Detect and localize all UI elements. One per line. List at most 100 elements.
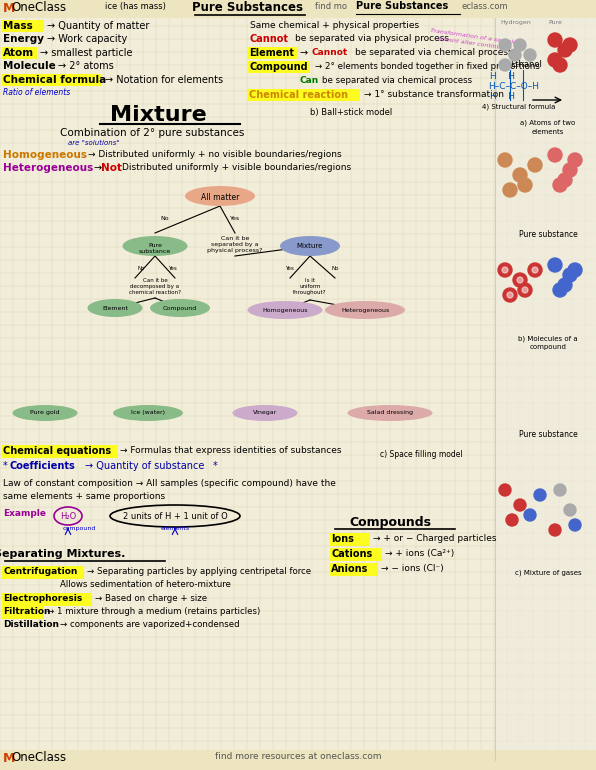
Text: Salad dressing: Salad dressing [367, 410, 413, 415]
Circle shape [548, 258, 562, 272]
Bar [0, 0, 596, 18]
Text: Anions: Anions [331, 564, 368, 574]
Text: Chemical formula: Chemical formula [3, 75, 106, 85]
Text: Compounds: Compounds [349, 516, 431, 529]
Text: → 1 mixture through a medium (retains particles): → 1 mixture through a medium (retains pa… [47, 607, 260, 616]
Circle shape [534, 489, 546, 501]
Bar [2, 606, 44, 619]
Circle shape [499, 59, 511, 71]
Circle shape [548, 148, 562, 162]
Text: → Work capacity: → Work capacity [47, 34, 128, 44]
Text: elements: elements [160, 526, 190, 531]
Circle shape [558, 43, 572, 57]
Text: a) Atoms of two: a) Atoms of two [520, 120, 576, 126]
Text: same elements + same proportions: same elements + same proportions [3, 492, 165, 501]
Text: Example: Example [3, 509, 46, 518]
Circle shape [563, 268, 577, 282]
Circle shape [549, 524, 561, 536]
Text: Yes: Yes [285, 266, 294, 271]
Text: be separated via chemical process: be separated via chemical process [355, 48, 513, 57]
Text: Mass: Mass [3, 21, 33, 31]
Text: b) Ball+stick model: b) Ball+stick model [310, 108, 392, 117]
Circle shape [564, 504, 576, 516]
Text: Filtration: Filtration [3, 607, 51, 616]
Bar [248, 47, 298, 59]
Text: → Quantity of substance: → Quantity of substance [85, 461, 204, 471]
Ellipse shape [232, 405, 297, 421]
Text: → Distributed uniformly + no visible boundaries/regions: → Distributed uniformly + no visible bou… [88, 150, 342, 159]
Text: Cannot: Cannot [312, 48, 348, 57]
Text: Separating Mixtures.: Separating Mixtures. [0, 549, 126, 559]
Text: Ratio of elements: Ratio of elements [3, 88, 70, 97]
Text: c) Space filling model: c) Space filling model [380, 450, 462, 459]
Text: No: No [332, 266, 340, 271]
Circle shape [528, 263, 542, 277]
Text: Law of constant composition → All samples (specific compound) have the: Law of constant composition → All sample… [3, 479, 336, 488]
Circle shape [558, 278, 572, 292]
Circle shape [498, 153, 512, 167]
Text: Yes: Yes [230, 216, 240, 221]
Text: H    H: H H [490, 72, 515, 81]
Circle shape [563, 38, 577, 52]
Ellipse shape [185, 186, 255, 206]
Bar [330, 533, 370, 546]
Circle shape [503, 183, 517, 197]
Text: H    H: H H [490, 92, 515, 101]
Text: Atom: Atom [3, 48, 34, 58]
Text: Can it be
separated by a
physical process?: Can it be separated by a physical proces… [207, 236, 263, 253]
Text: Compound: Compound [163, 306, 197, 311]
Text: doesnt alter continually: doesnt alter continually [437, 36, 512, 52]
Ellipse shape [113, 405, 183, 421]
Text: Can: Can [300, 76, 319, 85]
Circle shape [513, 273, 527, 287]
Circle shape [548, 53, 562, 67]
Circle shape [518, 283, 532, 297]
Text: → Based on charge + size: → Based on charge + size [95, 594, 207, 603]
Text: Compound: Compound [249, 62, 308, 72]
Text: Distillation: Distillation [3, 620, 59, 629]
Text: Hydrogen: Hydrogen [500, 20, 531, 25]
Text: OneClass: OneClass [11, 1, 66, 14]
Text: Same chemical + physical properties: Same chemical + physical properties [250, 21, 419, 30]
Ellipse shape [325, 301, 405, 319]
Bar [330, 563, 378, 576]
Text: Energy: Energy [3, 34, 44, 44]
Text: be separated via physical process: be separated via physical process [295, 34, 449, 43]
Text: Vinegar: Vinegar [253, 410, 277, 415]
Bar [248, 89, 360, 101]
Text: Molecule: Molecule [3, 61, 56, 71]
Text: 2 units of H + 1 unit of O: 2 units of H + 1 unit of O [123, 512, 228, 521]
Text: be separated via chemical process: be separated via chemical process [322, 76, 472, 85]
Ellipse shape [280, 236, 340, 256]
Circle shape [509, 49, 521, 61]
Circle shape [568, 153, 582, 167]
Bar [2, 47, 37, 59]
Text: Can it be
decomposed by a
chemical reaction?: Can it be decomposed by a chemical react… [129, 278, 181, 295]
Circle shape [553, 58, 567, 72]
Text: → Separating particles by applying centripetal force: → Separating particles by applying centr… [87, 567, 311, 576]
Text: →: → [93, 163, 101, 173]
Bar [2, 593, 92, 606]
Text: Yes: Yes [168, 266, 177, 271]
Text: Pure substance: Pure substance [519, 430, 578, 439]
Text: Mixture: Mixture [297, 243, 323, 249]
Text: Element: Element [249, 48, 294, 58]
Text: → 2° elements bonded together in fixed proportions: → 2° elements bonded together in fixed p… [315, 62, 540, 71]
Text: Homogeneous: Homogeneous [262, 308, 308, 313]
Circle shape [498, 263, 512, 277]
Text: find more resources at oneclass.com: find more resources at oneclass.com [215, 752, 381, 761]
Ellipse shape [123, 236, 188, 256]
Text: H₂O: H₂O [60, 512, 76, 521]
Circle shape [499, 484, 511, 496]
Text: Pure
substance: Pure substance [139, 243, 171, 254]
Circle shape [506, 514, 518, 526]
Text: Pure Substances: Pure Substances [193, 1, 303, 14]
Ellipse shape [150, 299, 210, 317]
Text: OneClass: OneClass [11, 751, 66, 764]
Circle shape [517, 277, 523, 283]
Circle shape [514, 39, 526, 51]
Circle shape [563, 163, 577, 177]
Text: elements: elements [532, 129, 564, 135]
Text: Cannot: Cannot [250, 34, 289, 44]
Circle shape [502, 267, 508, 273]
